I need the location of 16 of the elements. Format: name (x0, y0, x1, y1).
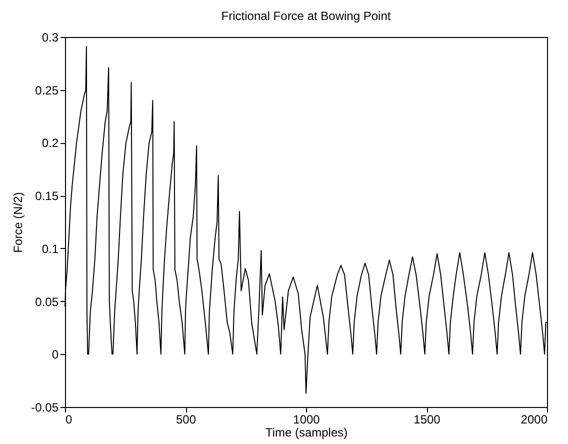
x-tick-label: 0 (66, 412, 72, 426)
x-axis-title: Time (samples) (265, 426, 348, 440)
y-tick-label: 0.3 (42, 30, 59, 44)
chart-title: Frictional Force at Bowing Point (221, 9, 392, 23)
x-tick-label: 1000 (293, 412, 320, 426)
y-tick-label: 0.1 (42, 242, 59, 256)
y-tick-label: 0.15 (35, 189, 59, 204)
x-tick-label: 1500 (414, 412, 441, 426)
y-axis-title: Force (N/2) (11, 192, 26, 253)
y-tick-label: 0.05 (35, 294, 59, 309)
x-tick-label: 2000 (520, 412, 548, 426)
x-tick-label: 500 (176, 412, 196, 426)
y-tick-label: -0.05 (31, 400, 59, 414)
y-tick-label: 0.25 (35, 83, 59, 98)
y-tick-label: 0.2 (42, 136, 59, 150)
y-tick-label: 0 (52, 348, 59, 362)
